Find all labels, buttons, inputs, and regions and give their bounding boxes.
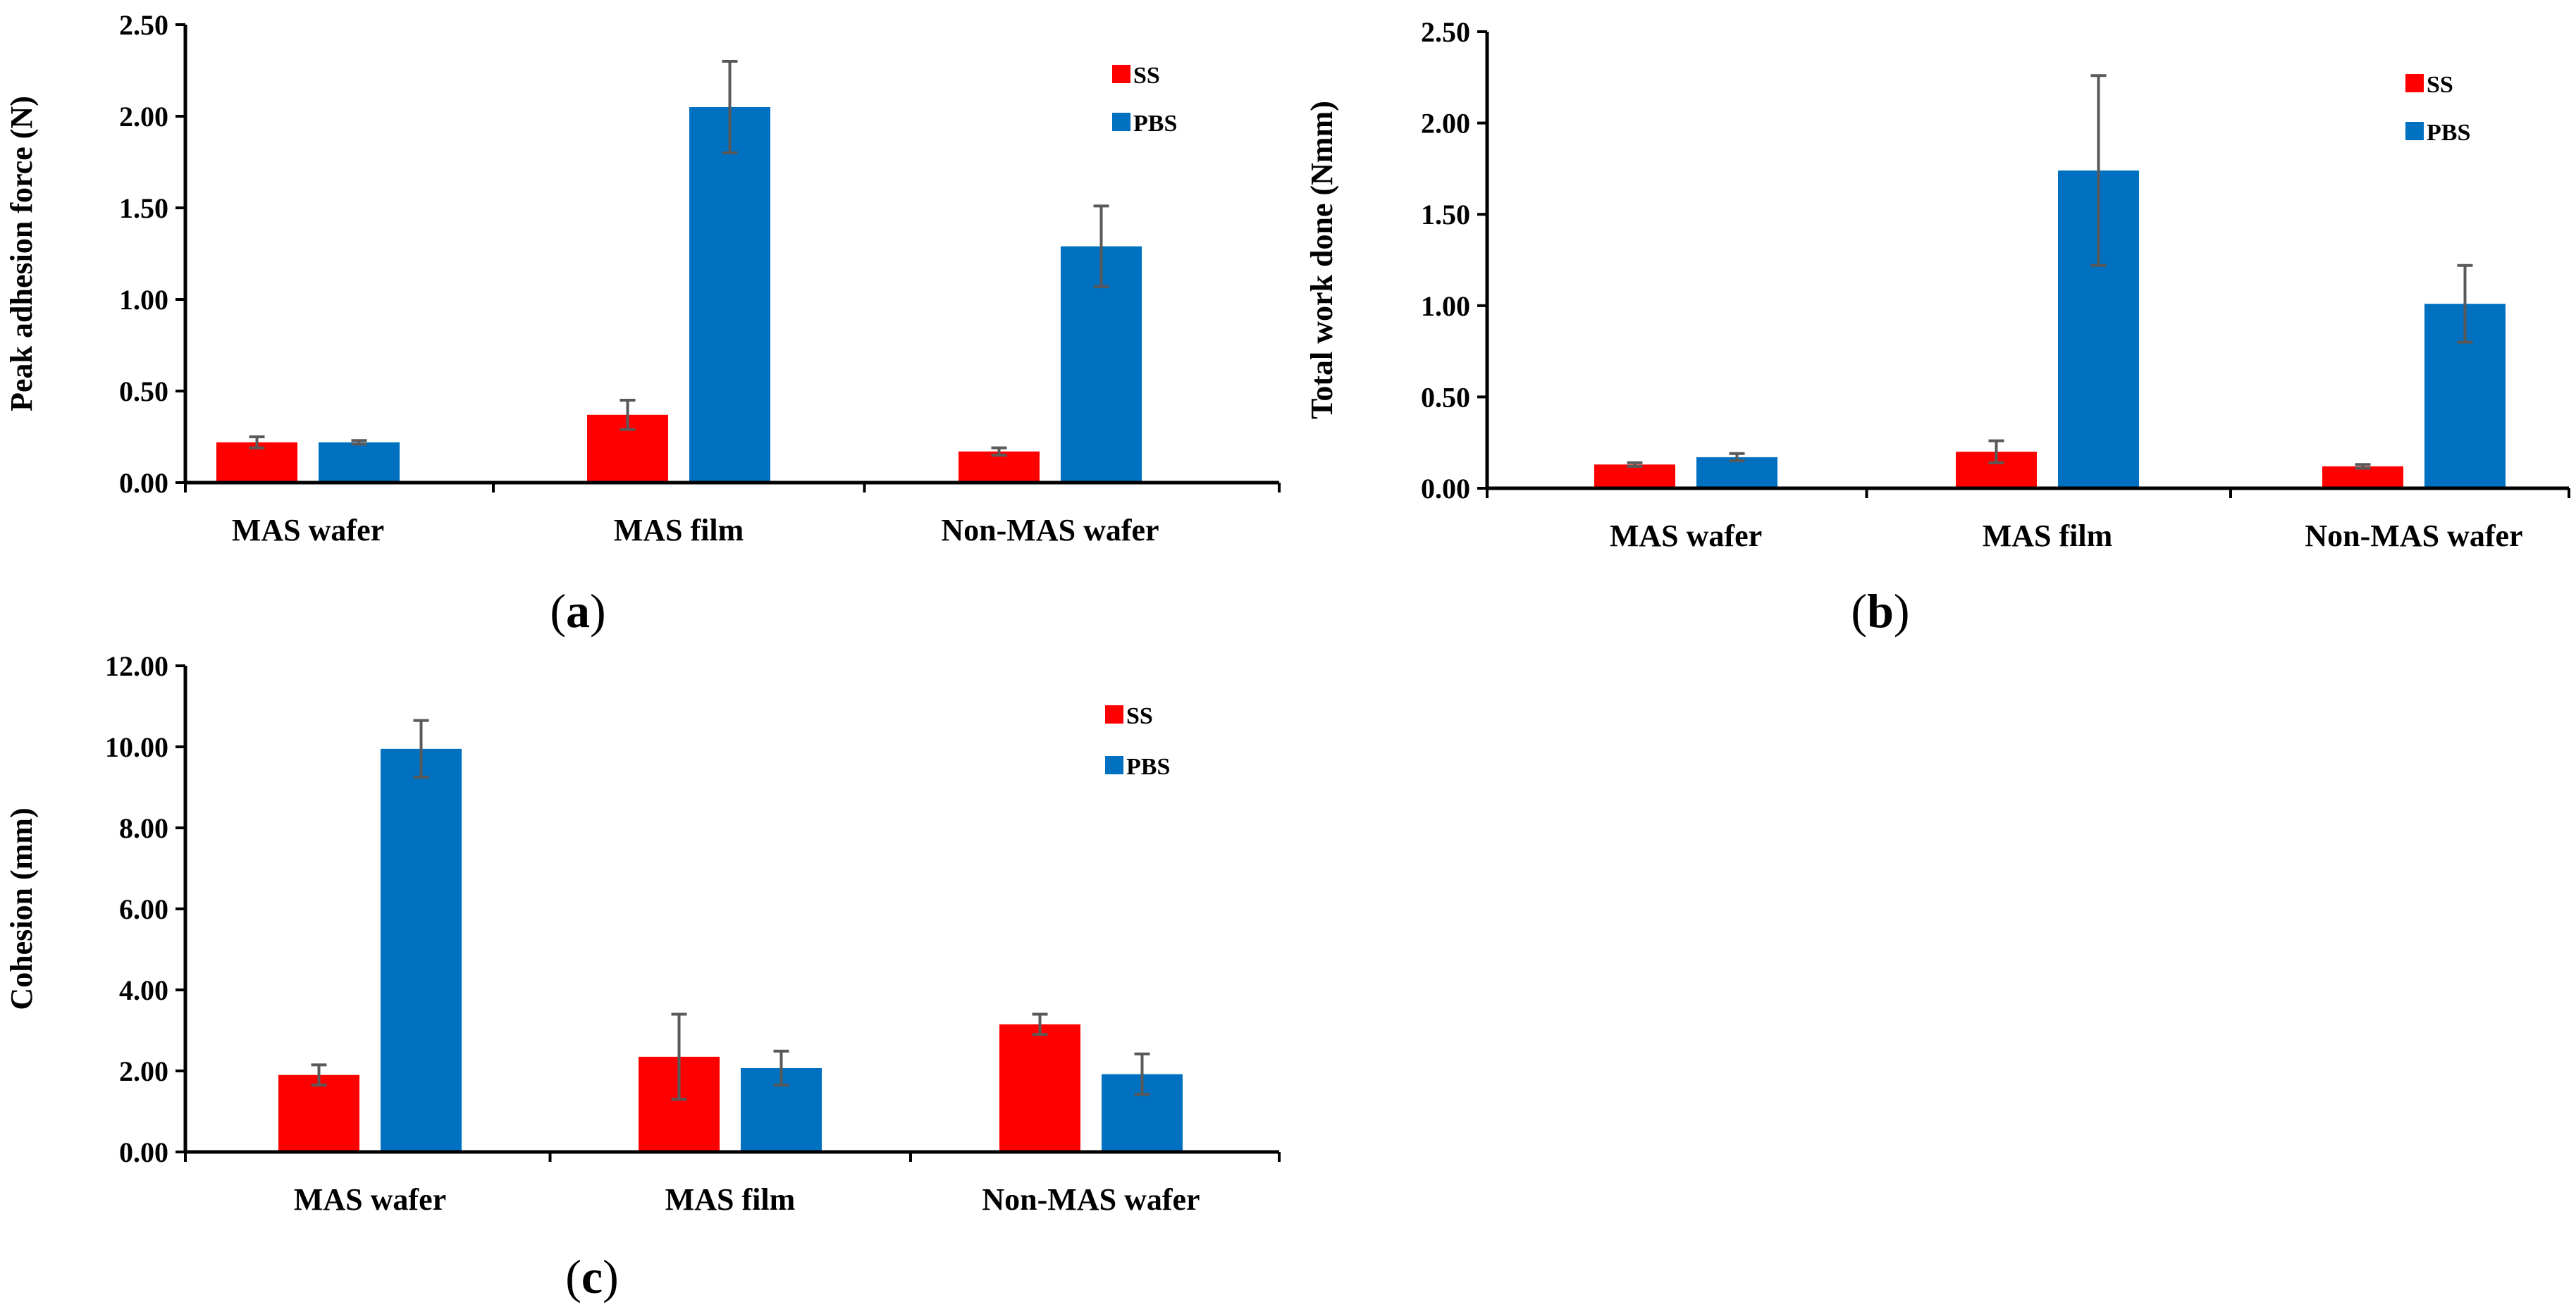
chart-panel-a: 0.00 0.50 1.00 1.50 2.00 2.50 MAS wafer MAS fil… xyxy=(4,9,1281,638)
y-tick-label: 4.00 xyxy=(119,974,168,1006)
legend-label-pbs: PBS xyxy=(1133,111,1177,137)
legend-swatch-ss xyxy=(1105,705,1123,724)
bar-ss-1 xyxy=(1594,464,1675,488)
legend-label-ss: SS xyxy=(1133,63,1160,89)
y-tick-label: 12.00 xyxy=(105,650,168,682)
bar-ss-3 xyxy=(999,1024,1080,1152)
y-tick-label: 1.00 xyxy=(1421,290,1470,322)
bar-ss-3 xyxy=(2322,466,2403,488)
y-tick-label: 0.00 xyxy=(1421,473,1470,504)
y-tick-label: 0.50 xyxy=(119,376,168,407)
panel-label: (b) xyxy=(1851,584,1909,638)
legend-label-pbs: PBS xyxy=(1126,754,1170,780)
y-tick-label: 2.00 xyxy=(119,101,168,132)
y-axis-title: Total work done (Nmm) xyxy=(1305,101,1339,419)
bar-ss-3 xyxy=(959,451,1040,483)
legend-swatch-pbs xyxy=(1105,756,1123,774)
x-tick-label: MAS wafer xyxy=(1610,519,1762,553)
panel-label: (c) xyxy=(565,1250,619,1303)
chart-panel-c: 0.00 2.00 4.00 6.00 8.00 10.00 12.00 MAS wafer M… xyxy=(4,650,1281,1303)
x-tick-label: Non-MAS wafer xyxy=(2305,519,2522,553)
legend: SS PBS xyxy=(2405,72,2470,146)
y-tick-label: 2.00 xyxy=(119,1055,168,1087)
legend: SS PBS xyxy=(1112,63,1177,137)
y-axis-title: Peak adhesion force (N) xyxy=(4,96,39,411)
y-tick-label: 0.00 xyxy=(119,467,168,499)
x-tick-label: MAS wafer xyxy=(232,513,384,547)
y-tick-label: 2.50 xyxy=(1421,16,1470,48)
legend-label-ss: SS xyxy=(1126,703,1153,729)
bar-pbs-2 xyxy=(689,107,770,483)
legend-swatch-ss xyxy=(1112,65,1130,83)
y-tick-label: 6.00 xyxy=(119,893,168,925)
legend: SS PBS xyxy=(1105,703,1170,780)
y-tick-label: 1.50 xyxy=(119,192,168,224)
x-tick-label: Non-MAS wafer xyxy=(941,513,1159,547)
y-axis-title: Cohesion (mm) xyxy=(4,807,39,1010)
legend-swatch-pbs xyxy=(2405,122,2424,140)
x-tick-label: MAS wafer xyxy=(294,1182,446,1217)
y-tick-label: 1.50 xyxy=(1421,199,1470,230)
y-tick-label: 2.50 xyxy=(119,9,168,41)
x-tick-label: Non-MAS wafer xyxy=(982,1182,1200,1217)
legend-swatch-pbs xyxy=(1112,113,1130,131)
bar-pbs-1 xyxy=(319,442,400,483)
bar-pbs-1 xyxy=(381,748,462,1152)
chart-panel-b: 0.00 0.50 1.00 1.50 2.00 2.50 MAS wafer MAS fil… xyxy=(1305,16,2570,638)
x-tick-label: MAS film xyxy=(614,513,744,547)
x-tick-label: MAS film xyxy=(665,1182,796,1217)
y-tick-label: 8.00 xyxy=(119,812,168,844)
y-tick-label: 2.00 xyxy=(1421,108,1470,140)
legend-label-ss: SS xyxy=(2427,72,2453,98)
x-tick-label: MAS film xyxy=(1983,519,2113,553)
bar-ss-1 xyxy=(278,1074,359,1152)
bar-pbs-1 xyxy=(1696,457,1777,488)
panel-label: (a) xyxy=(550,584,605,638)
y-tick-label: 10.00 xyxy=(105,731,168,763)
legend-label-pbs: PBS xyxy=(2427,120,2470,146)
legend-swatch-ss xyxy=(2405,74,2424,92)
y-tick-label: 0.50 xyxy=(1421,381,1470,413)
y-tick-label: 0.00 xyxy=(119,1136,168,1168)
y-tick-label: 1.00 xyxy=(119,284,168,316)
